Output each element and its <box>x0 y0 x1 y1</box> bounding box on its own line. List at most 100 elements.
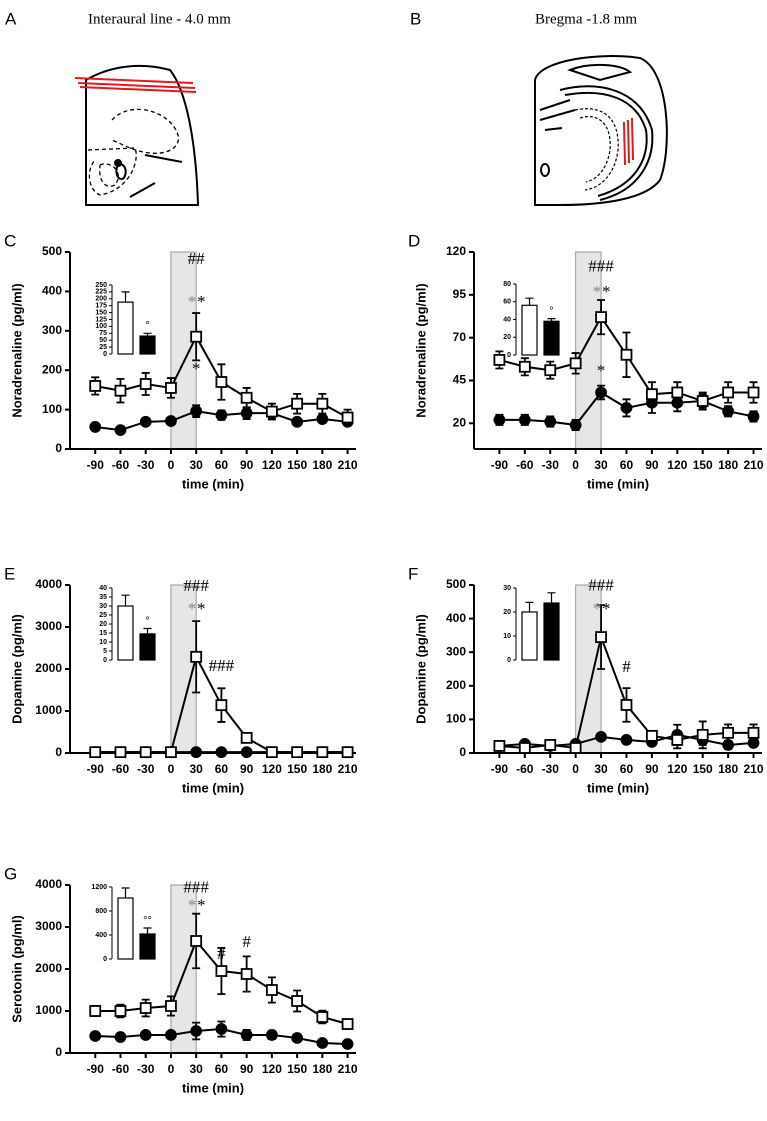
x-tick-label: 30 <box>594 458 608 472</box>
inset-bar <box>543 320 560 356</box>
inset-y-tick-label: 25 <box>99 612 107 619</box>
significance-mark: ### <box>588 256 614 275</box>
inset-y-tick-label: 35 <box>99 594 107 601</box>
inset-error-bar <box>547 592 556 603</box>
inset-y-tick-label: 40 <box>99 585 107 592</box>
inset-bar <box>117 301 134 355</box>
significance-mark: ### <box>209 656 235 675</box>
significance-mark: # <box>622 657 631 676</box>
x-tick-label: 180 <box>312 762 332 776</box>
x-tick-label: 180 <box>312 458 332 472</box>
brain-section-b <box>534 55 668 206</box>
y-tick-label: 500 <box>446 577 466 591</box>
y-axis-label: Serotonin (pg/ml) <box>9 915 24 1023</box>
point-square <box>595 631 607 643</box>
x-axis-label: time (min) <box>182 780 244 795</box>
significance-mark: * <box>593 282 602 301</box>
x-tick-label: 150 <box>287 458 307 472</box>
point-square <box>215 965 228 977</box>
point-circle <box>165 415 177 427</box>
point-square <box>747 386 760 399</box>
inset-bar <box>117 897 134 960</box>
point-square <box>696 728 709 741</box>
point-circle <box>89 421 102 433</box>
inset-y-tick-label: 25 <box>99 344 107 351</box>
point-square <box>291 995 304 1007</box>
inset-y-tick-label: 5 <box>103 648 107 655</box>
y-axis-label: Dopamine (pg/ml) <box>9 614 24 724</box>
y-tick-label: 2000 <box>35 661 62 675</box>
x-tick-label: 90 <box>240 762 254 776</box>
y-tick-label: 1000 <box>35 1003 62 1017</box>
x-tick-label: 120 <box>262 1062 282 1076</box>
x-tick-label: -90 <box>87 458 105 472</box>
x-tick-label: 60 <box>215 762 229 776</box>
x-tick-label: -30 <box>137 458 155 472</box>
inset-y-tick-label: 15 <box>99 630 107 637</box>
point-circle <box>518 413 531 426</box>
y-tick-label: 300 <box>446 644 466 658</box>
inset-bar <box>521 304 538 356</box>
x-tick-label: 0 <box>572 458 579 472</box>
x-tick-label: -60 <box>516 458 534 472</box>
point-square <box>493 740 506 752</box>
x-tick-label: 30 <box>189 1062 203 1076</box>
point-circle <box>341 1038 354 1050</box>
point-circle <box>139 415 152 428</box>
point-square <box>215 699 228 712</box>
inset-bar <box>139 933 156 960</box>
x-tick-label: 120 <box>667 458 687 472</box>
point-circle <box>316 413 329 425</box>
significance-mark: ## <box>188 249 206 268</box>
point-square <box>747 726 760 739</box>
inset-y-tick-label: 60 <box>503 299 511 306</box>
point-square <box>240 391 253 404</box>
inset-y-tick-label: 30 <box>99 603 107 610</box>
inset-y-tick-label: 100 <box>95 323 107 330</box>
point-square <box>265 984 278 996</box>
point-square <box>165 382 177 394</box>
x-tick-label: -30 <box>137 1062 155 1076</box>
point-circle <box>316 1037 329 1049</box>
point-square <box>544 364 557 377</box>
point-circle <box>747 410 760 423</box>
stimulus-shade <box>575 251 602 450</box>
y-tick-label: 20 <box>453 415 467 429</box>
significance-mark: # <box>242 932 251 951</box>
inset-y-tick-label: 1200 <box>91 884 107 891</box>
stimulus-shade <box>170 884 197 1054</box>
point-circle <box>190 1025 203 1037</box>
panel-label: F <box>408 564 418 583</box>
point-square <box>645 729 658 742</box>
point-circle <box>139 1029 152 1041</box>
point-square <box>139 1002 152 1014</box>
point-square <box>240 731 253 744</box>
panel-label: A <box>5 9 17 28</box>
point-circle <box>291 415 304 428</box>
point-square <box>544 739 557 751</box>
inset-annotation: °° <box>143 915 152 927</box>
point-circle <box>620 401 633 414</box>
x-tick-label: -90 <box>491 762 509 776</box>
inset-error-bar <box>121 887 130 898</box>
inset-error-bar <box>525 601 534 612</box>
significance-mark: * <box>197 292 206 311</box>
x-tick-label: -30 <box>137 762 155 776</box>
significance-mark: * <box>197 896 206 915</box>
y-axis-label: Noradrenaline (pg/ml) <box>413 283 428 417</box>
panel-label: B <box>410 9 421 28</box>
x-tick-label: -90 <box>87 762 105 776</box>
point-square <box>620 699 633 711</box>
significance-mark: * <box>197 599 206 618</box>
x-tick-label: 120 <box>262 762 282 776</box>
x-tick-label: 180 <box>312 1062 332 1076</box>
point-circle <box>190 746 203 759</box>
inset-y-tick-label: 0 <box>103 956 107 963</box>
significance-mark: ### <box>183 576 209 595</box>
y-tick-label: 0 <box>55 441 62 455</box>
significance-mark: # <box>217 944 226 963</box>
x-tick-label: 210 <box>744 458 764 472</box>
point-circle <box>595 386 607 399</box>
x-axis-label: time (min) <box>182 476 244 491</box>
point-square <box>215 376 228 388</box>
